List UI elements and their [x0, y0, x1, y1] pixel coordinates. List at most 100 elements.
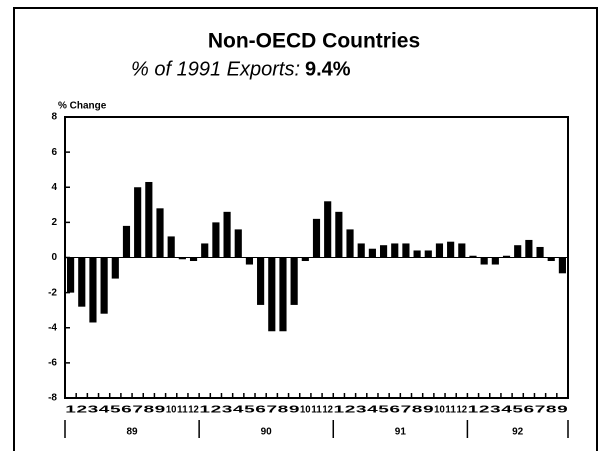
bar [212, 222, 220, 258]
bar [357, 243, 365, 258]
x-tick-label: 6 [255, 405, 266, 416]
bar [268, 257, 276, 332]
chart-title: Non-OECD Countries [208, 30, 420, 53]
year-label: 91 [395, 427, 407, 438]
x-tick-label: 4 [233, 405, 244, 416]
x-tick-label: 4 [501, 405, 512, 416]
y-tick-label: 0 [51, 252, 57, 263]
x-tick-label: 9 [155, 405, 166, 416]
bar [368, 248, 376, 258]
x-tick-label: 8 [144, 405, 155, 416]
y-tick-label: 2 [51, 217, 57, 228]
x-tick-label: 2 [345, 405, 356, 416]
x-tick-label: 10 [434, 405, 445, 416]
bar [469, 255, 477, 258]
x-tick-label: 12 [457, 405, 468, 416]
x-tick-label: 1 [468, 405, 479, 416]
bar [156, 208, 164, 258]
x-tick-label: 4 [99, 405, 110, 416]
x-tick-label: 9 [289, 405, 300, 416]
x-tick-label: 1 [65, 405, 76, 416]
y-tick-label: 6 [51, 147, 57, 158]
x-tick-label: 9 [557, 405, 568, 416]
x-tick-label: 2 [76, 405, 87, 416]
bar [491, 257, 499, 265]
bar [257, 257, 265, 305]
bar [145, 181, 153, 258]
chart-subtitle: % of 1991 Exports: [131, 58, 300, 80]
bar [391, 243, 399, 258]
x-tick-label: 8 [412, 405, 423, 416]
x-tick-label: 11 [311, 405, 322, 416]
bar [78, 257, 86, 307]
y-tick-label: -2 [48, 287, 57, 298]
x-tick-label: 7 [535, 405, 546, 416]
x-tick-label: 6 [389, 405, 400, 416]
x-tick-label: 2 [479, 405, 490, 416]
x-tick-label: 5 [512, 405, 523, 416]
y-tick-label: 8 [51, 112, 57, 123]
x-tick-label: 3 [356, 405, 367, 416]
bar [111, 257, 119, 279]
bar [122, 225, 131, 258]
bar [312, 218, 321, 258]
x-tick-label: 1 [199, 405, 210, 416]
x-tick-label: 7 [266, 405, 277, 416]
bar [502, 255, 511, 258]
bar [201, 243, 209, 258]
bar [134, 187, 142, 258]
year-label: 90 [261, 427, 273, 438]
bar [223, 211, 231, 258]
x-tick-label: 12 [188, 405, 199, 416]
bar [547, 257, 555, 262]
x-tick-label: 3 [88, 405, 99, 416]
bar [100, 257, 108, 314]
x-tick-label: 1 [334, 405, 345, 416]
y-axis-label: % Change [58, 101, 107, 112]
bar [290, 257, 298, 305]
bar [279, 257, 287, 332]
frame [13, 7, 598, 451]
x-tick-label: 7 [401, 405, 412, 416]
bar [458, 243, 466, 258]
x-tick-label: 8 [278, 405, 289, 416]
bar [525, 239, 533, 258]
bar [234, 229, 242, 258]
bar [178, 257, 186, 260]
bar [301, 257, 309, 262]
x-tick-label: 3 [490, 405, 501, 416]
y-tick-label: -6 [48, 358, 57, 369]
bar [89, 257, 97, 323]
bar [324, 201, 332, 258]
bar [379, 245, 388, 258]
x-tick-label: 11 [177, 405, 188, 416]
bar [413, 250, 421, 258]
bar [424, 250, 432, 258]
bar [447, 241, 455, 258]
bar [514, 245, 522, 258]
x-tick-label: 4 [367, 405, 378, 416]
bar [435, 243, 444, 258]
year-label: 89 [127, 427, 139, 438]
bar [402, 243, 410, 258]
bar [67, 257, 75, 293]
x-tick-label: 8 [546, 405, 557, 416]
x-tick-label: 5 [244, 405, 255, 416]
bar [335, 211, 343, 258]
x-tick-label: 7 [132, 405, 143, 416]
x-tick-label: 6 [121, 405, 132, 416]
x-tick-label: 10 [300, 405, 311, 416]
bar [536, 246, 544, 258]
bar [558, 257, 566, 274]
x-tick-label: 10 [166, 405, 177, 416]
bar [167, 236, 175, 258]
x-tick-label: 3 [222, 405, 233, 416]
year-label: 92 [512, 427, 524, 438]
x-tick-label: 6 [524, 405, 535, 416]
x-tick-label: 9 [423, 405, 434, 416]
x-tick-label: 11 [445, 405, 456, 416]
x-tick-label: 5 [378, 405, 389, 416]
y-tick-label: -8 [48, 393, 57, 404]
x-tick-label: 2 [211, 405, 222, 416]
